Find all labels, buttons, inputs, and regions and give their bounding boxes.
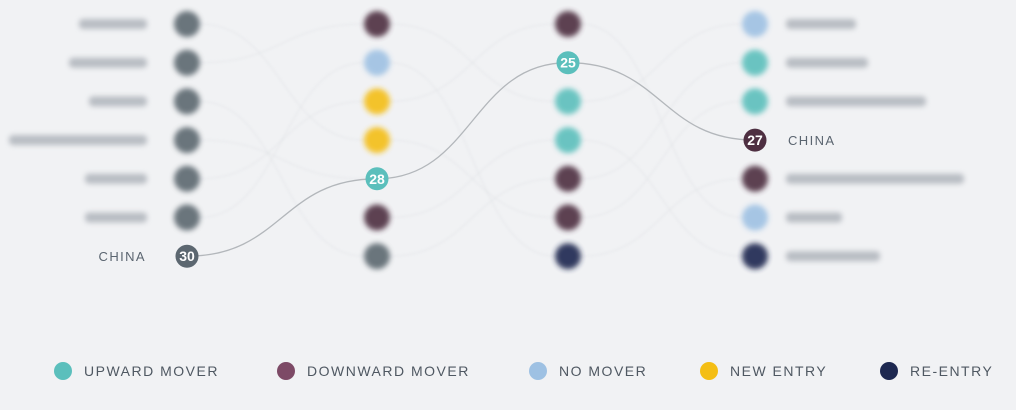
blurred-labels xyxy=(9,19,964,262)
highlight-rank-label: 25 xyxy=(560,55,576,71)
rank-dots xyxy=(174,11,768,270)
blurred-country-label xyxy=(9,135,147,146)
blurred-rank-dot xyxy=(742,88,768,115)
blurred-country-label xyxy=(69,57,147,68)
background-link xyxy=(198,139,366,180)
background-link xyxy=(579,178,744,257)
background-link xyxy=(579,23,744,219)
legend-label: RE-ENTRY xyxy=(910,363,994,379)
background-links xyxy=(198,23,744,257)
legend-item-re-entry[interactable]: RE-ENTRY xyxy=(880,356,993,386)
legend-item-new-entry[interactable]: NEW ENTRY xyxy=(700,356,827,386)
column-separators xyxy=(292,0,672,335)
blurred-rank-dot xyxy=(555,243,581,270)
background-link xyxy=(388,61,557,257)
highlight-rank-circle xyxy=(556,51,580,75)
highlight-rank-circle xyxy=(175,244,199,268)
background-link xyxy=(198,23,366,64)
legend-item-downward-mover[interactable]: DOWNWARD MOVER xyxy=(277,356,470,386)
legend: UPWARD MOVER DOWNWARD MOVER NO MOVER NEW… xyxy=(0,356,1016,386)
legend-label: NEW ENTRY xyxy=(730,363,828,379)
downward-mover-swatch-icon xyxy=(277,362,295,380)
blurred-rank-dot xyxy=(174,88,200,115)
blurred-country-label xyxy=(85,212,147,223)
new-entry-swatch-icon xyxy=(700,362,718,380)
background-link xyxy=(198,23,366,141)
blurred-rank-dot xyxy=(364,204,390,231)
blurred-rank-dot xyxy=(555,165,581,192)
blurred-rank-dot xyxy=(742,165,768,192)
blurred-country-label xyxy=(786,57,868,68)
blurred-country-label xyxy=(786,251,880,262)
blurred-rank-dot xyxy=(364,243,390,270)
background-link xyxy=(198,100,366,257)
blurred-country-label xyxy=(786,19,856,29)
blurred-rank-dot xyxy=(174,49,200,76)
highlight-rank-circle xyxy=(365,167,389,191)
background-link xyxy=(388,139,557,219)
blurred-rank-dot xyxy=(555,204,581,231)
blurred-rank-dot xyxy=(555,11,581,37)
background-link xyxy=(579,139,744,257)
blurred-rank-dot xyxy=(364,127,390,154)
upward-mover-swatch-icon xyxy=(54,362,72,380)
background-link xyxy=(388,23,557,103)
background-link xyxy=(198,100,366,180)
highlight-rank-circle xyxy=(743,128,767,152)
highlight-country-label-left: CHINA xyxy=(99,249,146,264)
blurred-rank-dot xyxy=(174,165,200,192)
no-mover-swatch-icon xyxy=(529,362,547,380)
legend-label: NO MOVER xyxy=(559,363,648,379)
highlight-markers: 30 28 25 27 xyxy=(175,51,767,268)
blurred-rank-dot xyxy=(742,11,768,37)
bump-chart-plot: 30 28 25 27 CHINA CHINA xyxy=(9,0,964,335)
blurred-rank-dot xyxy=(555,88,581,115)
background-link xyxy=(388,23,557,103)
re-entry-swatch-icon xyxy=(880,362,898,380)
blurred-rank-dot xyxy=(174,204,200,231)
highlight-country-label-right: CHINA xyxy=(788,133,835,148)
legend-item-no-mover[interactable]: NO MOVER xyxy=(529,356,647,386)
blurred-rank-dot xyxy=(742,204,768,231)
legend-label: DOWNWARD MOVER xyxy=(307,363,470,379)
blurred-country-label xyxy=(786,96,926,107)
blurred-country-label xyxy=(786,212,842,223)
highlight-path xyxy=(186,62,756,257)
blurred-country-label xyxy=(89,96,147,107)
blurred-rank-dot xyxy=(742,49,768,76)
legend-item-upward-mover[interactable]: UPWARD MOVER xyxy=(54,356,219,386)
highlight-rank-label: 27 xyxy=(747,132,763,148)
blurred-rank-dot xyxy=(364,11,390,37)
blurred-rank-dot xyxy=(555,127,581,154)
background-link xyxy=(388,178,557,257)
highlight-rank-label: 30 xyxy=(179,248,195,264)
blurred-country-label xyxy=(85,173,147,184)
legend-label: UPWARD MOVER xyxy=(84,363,219,379)
background-link xyxy=(388,139,557,219)
background-link xyxy=(579,61,744,180)
background-link xyxy=(198,61,366,219)
blurred-rank-dot xyxy=(174,11,200,37)
blurred-country-label xyxy=(79,19,147,29)
blurred-rank-dot xyxy=(364,49,390,76)
background-link xyxy=(579,23,744,103)
highlight-rank-label: 28 xyxy=(369,171,385,187)
blurred-rank-dot xyxy=(742,243,768,270)
blurred-rank-dot xyxy=(364,88,390,115)
blurred-rank-dot xyxy=(174,127,200,154)
blurred-country-label xyxy=(786,173,964,184)
